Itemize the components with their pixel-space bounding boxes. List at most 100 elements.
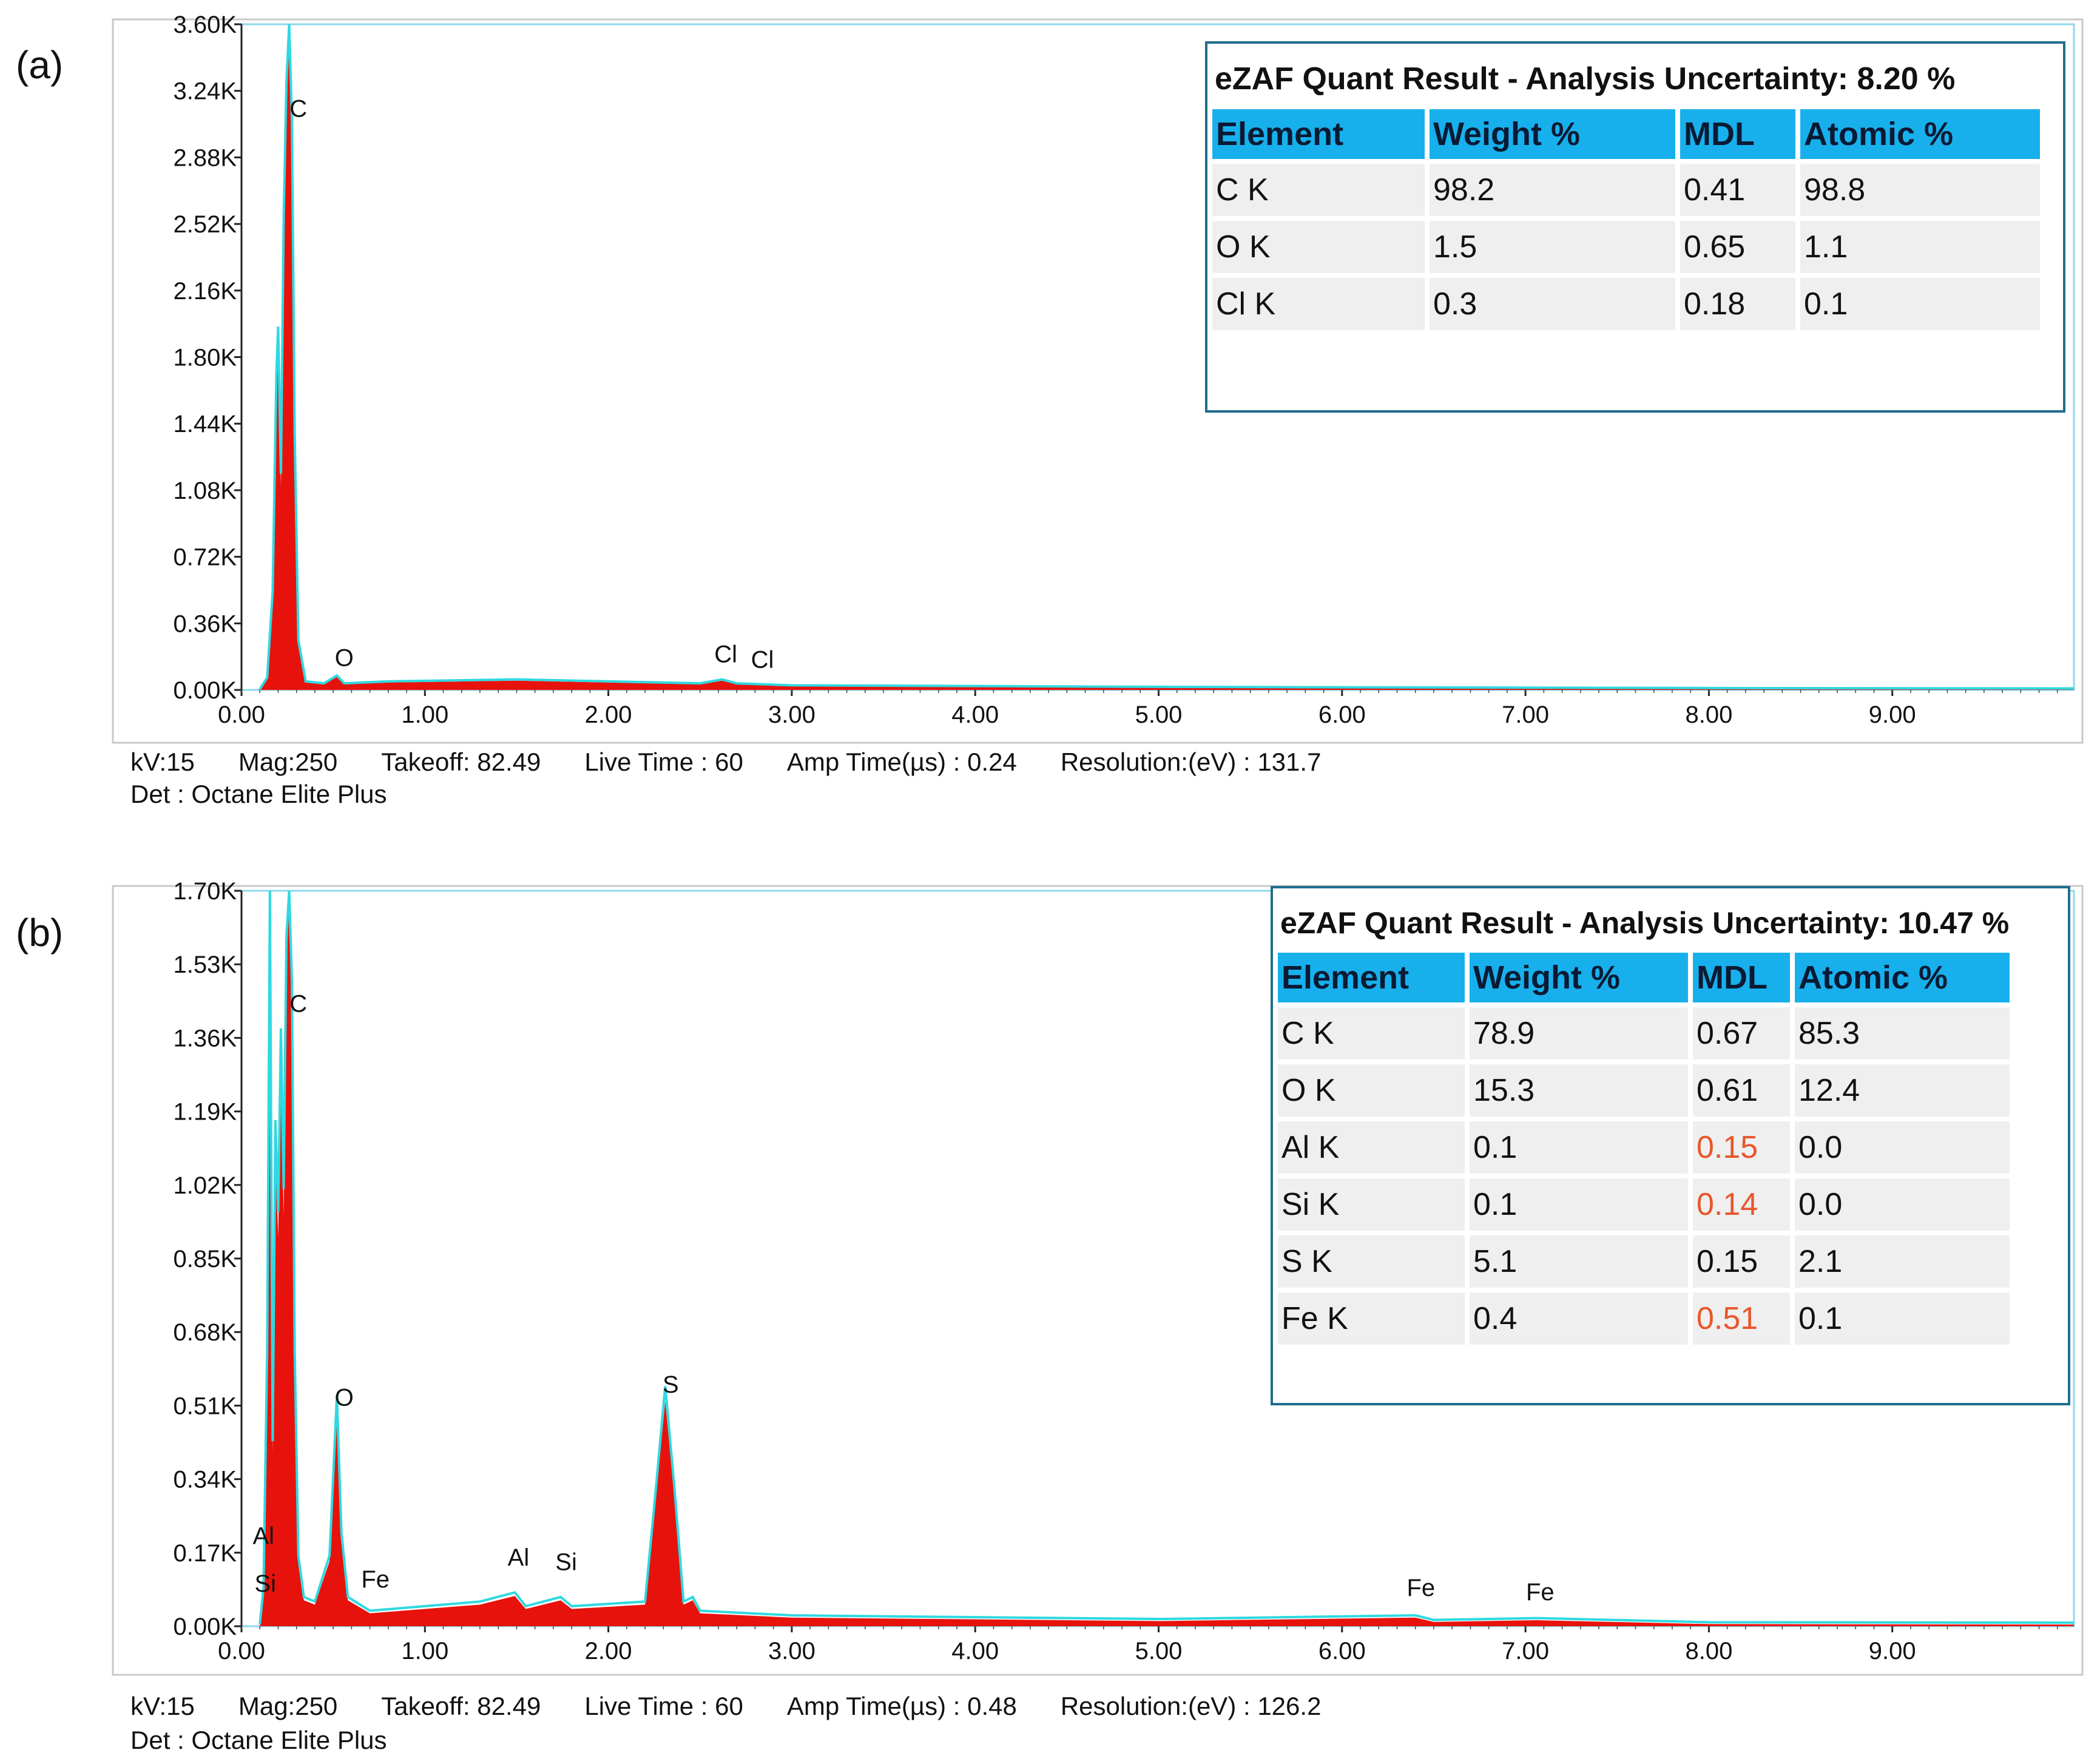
meta-kv: kV:15 <box>130 1692 195 1720</box>
meta-resolution: Resolution:(eV) : 126.2 <box>1060 1692 1322 1720</box>
cell-mdl: 0.15 <box>1693 1235 1790 1288</box>
cell-weight: 0.4 <box>1470 1293 1688 1345</box>
y-tick-label: 3.24K <box>173 78 237 105</box>
quant-row: Fe K 0.4 0.51 0.1 <box>1278 1293 2010 1345</box>
quant-row: C K 98.2 0.41 98.8 <box>1212 164 2040 216</box>
meta-amp-time: Amp Time(µs) : 0.48 <box>786 1692 1017 1720</box>
cell-element: Si K <box>1278 1178 1465 1231</box>
cell-atomic: 2.1 <box>1795 1235 2010 1288</box>
x-tick-label: 0.00 <box>218 1638 265 1664</box>
quant-result-box: eZAF Quant Result - Analysis Uncertainty… <box>1271 886 2070 1405</box>
cell-element: O K <box>1278 1064 1465 1117</box>
peak-label: Fe <box>361 1566 390 1593</box>
x-tick-label: 5.00 <box>1135 1638 1183 1664</box>
quant-row: Si K 0.1 0.14 0.0 <box>1278 1178 2010 1231</box>
spectrum-panel-b: (b) 0.00K 0.17K 0.34K 0.51K 0.68K 0.85K 1.02K 1… <box>0 874 2100 1764</box>
cell-mdl: 0.18 <box>1680 278 1795 330</box>
cell-weight: 15.3 <box>1470 1064 1688 1117</box>
header-mdl: MDL <box>1680 109 1795 159</box>
y-tick-label: 3.60K <box>173 12 237 38</box>
y-tick-label: 0.17K <box>173 1540 237 1567</box>
peak-label: Al <box>508 1544 530 1571</box>
y-tick-label: 0.00K <box>173 1614 237 1640</box>
peak-label: Fe <box>1526 1579 1555 1606</box>
y-tick-label: 0.51K <box>173 1393 237 1419</box>
cell-atomic: 0.1 <box>1800 278 2040 330</box>
cell-weight: 5.1 <box>1470 1235 1688 1288</box>
quant-body: C K 98.2 0.41 98.8 O K 1.5 0.65 1.1 Cl K 0.3 0.18 0… <box>1212 164 2040 330</box>
cell-mdl: 0.51 <box>1693 1293 1790 1345</box>
chart-frame <box>112 885 2084 1676</box>
meta-takeoff: Takeoff: 82.49 <box>381 748 541 776</box>
cell-weight: 0.3 <box>1430 278 1675 330</box>
quant-table: Element Weight % MDL Atomic % C K 78.9 0.6… <box>1273 948 2014 1350</box>
spectrum-chart: 0.00K 0.17K 0.34K 0.51K 0.68K 0.85K 1.02K 1.19K… <box>112 878 2084 1676</box>
meta-amp-time: Amp Time(µs) : 0.24 <box>786 748 1017 776</box>
y-tick-label: 0.34K <box>173 1467 237 1493</box>
meta-live-time: Live Time : 60 <box>584 748 743 776</box>
cell-atomic: 0.1 <box>1795 1293 2010 1345</box>
acquisition-meta: kV:15 Mag:250 Takeoff: 82.49 Live Time : 60… <box>130 748 1365 777</box>
quant-body: C K 78.9 0.67 85.3 O K 15.3 0.61 12.4 Al K 0.1 0.1… <box>1278 1007 2010 1345</box>
x-tick-label: 6.00 <box>1318 1638 1366 1664</box>
cell-mdl: 0.14 <box>1693 1178 1790 1231</box>
quant-row: S K 5.1 0.15 2.1 <box>1278 1235 2010 1288</box>
quant-header-row: Element Weight % MDL Atomic % <box>1278 953 2010 1002</box>
y-tick-label: 0.00K <box>173 677 237 704</box>
cell-element: Fe K <box>1278 1293 1465 1345</box>
peak-label: S <box>663 1371 679 1398</box>
meta-live-time: Live Time : 60 <box>584 1692 743 1720</box>
x-tick-label: 6.00 <box>1318 701 1366 728</box>
meta-mag: Mag:250 <box>238 1692 338 1720</box>
meta-kv: kV:15 <box>130 748 195 776</box>
peak-label: O <box>335 1384 354 1411</box>
cell-weight: 0.1 <box>1470 1121 1688 1174</box>
quant-row: O K 1.5 0.65 1.1 <box>1212 221 2040 273</box>
cell-element: Al K <box>1278 1121 1465 1174</box>
cell-atomic: 12.4 <box>1795 1064 2010 1117</box>
header-mdl: MDL <box>1693 953 1790 1002</box>
spectrum-outline <box>258 24 2075 690</box>
meta-resolution: Resolution:(eV) : 131.7 <box>1060 748 1322 776</box>
spectrum-chart: 0.00K 0.36K 0.72K 1.08K 1.44K 1.80K 2.16K 2.52K… <box>112 12 2084 744</box>
y-tick-label: 1.80K <box>173 345 237 371</box>
x-tick-label: 2.00 <box>585 701 632 728</box>
peak-label: Al <box>252 1523 274 1550</box>
quant-result-box: eZAF Quant Result - Analysis Uncertainty… <box>1205 41 2065 413</box>
panel-label: (a) <box>16 43 64 87</box>
header-element: Element <box>1212 109 1425 159</box>
cell-mdl: 0.61 <box>1693 1064 1790 1117</box>
header-element: Element <box>1278 953 1465 1002</box>
cell-element: S K <box>1278 1235 1465 1288</box>
y-tick-label: 0.36K <box>173 610 237 637</box>
quant-header-row: Element Weight % MDL Atomic % <box>1212 109 2040 159</box>
cell-atomic: 0.0 <box>1795 1121 2010 1174</box>
y-tick-label: 1.36K <box>173 1025 237 1052</box>
header-weight: Weight % <box>1470 953 1688 1002</box>
x-tick-label: 4.00 <box>951 1638 999 1664</box>
peak-label: Cl <box>751 646 774 673</box>
cell-mdl: 0.67 <box>1693 1007 1790 1059</box>
cell-atomic: 98.8 <box>1800 164 2040 216</box>
x-tick-label: 8.00 <box>1685 1638 1732 1664</box>
cell-element: O K <box>1212 221 1425 273</box>
y-tick-label: 1.53K <box>173 951 237 978</box>
peak-label: Si <box>555 1549 577 1575</box>
quant-row: Al K 0.1 0.15 0.0 <box>1278 1121 2010 1174</box>
chart-frame <box>112 18 2084 744</box>
meta-takeoff: Takeoff: 82.49 <box>381 1692 541 1720</box>
y-tick-label: 0.85K <box>173 1246 237 1272</box>
spectrum-outline <box>258 890 2075 1625</box>
peak-label: C <box>289 991 307 1018</box>
cell-element: C K <box>1212 164 1425 216</box>
meta-detector: Det : Octane Elite Plus <box>130 780 387 808</box>
panel-label: (b) <box>16 911 64 955</box>
cell-mdl: 0.15 <box>1693 1121 1790 1174</box>
y-tick-label: 1.02K <box>173 1172 237 1199</box>
x-tick-label: 0.00 <box>218 701 265 728</box>
cell-mdl: 0.41 <box>1680 164 1795 216</box>
cell-weight: 98.2 <box>1430 164 1675 216</box>
peak-label: Si <box>255 1570 277 1597</box>
cell-atomic: 85.3 <box>1795 1007 2010 1059</box>
cell-weight: 78.9 <box>1470 1007 1688 1059</box>
